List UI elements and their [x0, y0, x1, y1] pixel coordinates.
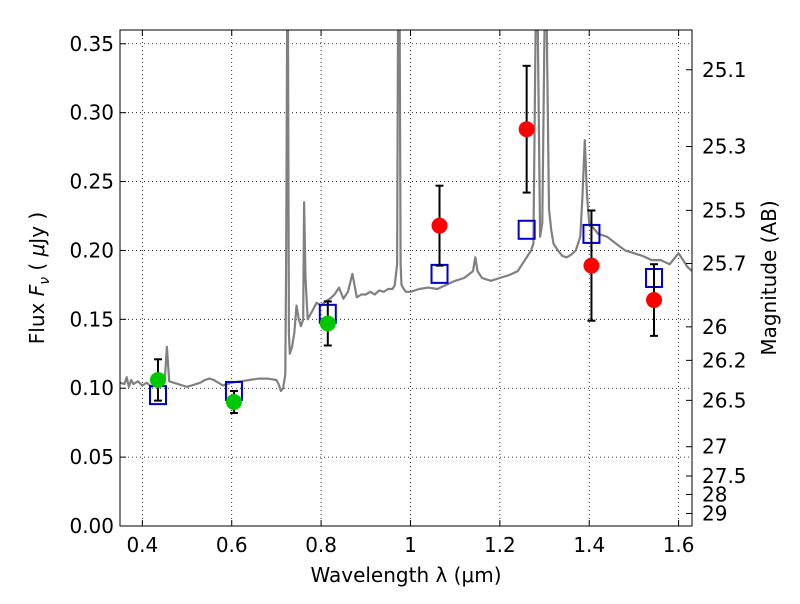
y-axis-label: Flux Fν ( μJy ) — [25, 212, 53, 344]
y-tick-label: 0.00 — [69, 514, 114, 538]
y-tick-label: 0.25 — [69, 170, 114, 194]
data-point — [431, 217, 448, 234]
spectrum-line — [120, 30, 692, 393]
mag-tick-label: 25.3 — [702, 135, 747, 159]
x-tick-label: 1.2 — [484, 533, 516, 557]
model-photometry-square — [517, 219, 536, 240]
y-axis-label-sub: ν — [37, 277, 53, 285]
y-tick-label: 0.35 — [69, 32, 114, 56]
x-tick-label: 0.8 — [305, 533, 337, 557]
data-point — [518, 121, 535, 138]
y-axis-label-prefix: Flux — [25, 296, 49, 344]
mag-tick-label: 26.2 — [702, 348, 747, 372]
x-tick-label: 1 — [404, 533, 417, 557]
y-tick-label: 0.15 — [69, 307, 114, 331]
mag-tick-label: 25.5 — [702, 198, 747, 222]
mag-tick-label: 28 — [702, 482, 727, 506]
y-axis-label-var: F — [25, 284, 49, 296]
data-point — [149, 371, 166, 388]
y-axis-label-mu: μ — [25, 244, 49, 258]
mag-tick-label: 27.5 — [702, 464, 747, 488]
y-tick-label: 0.10 — [69, 376, 114, 400]
x-tick-label: 1.4 — [573, 533, 605, 557]
data-point — [225, 394, 242, 410]
x-tick-label: 0.6 — [216, 533, 248, 557]
mag-tick-label: 29 — [702, 501, 727, 525]
tick-layer: 0.4 0.6 0.8 1 1.2 1.4 1.6 0.00 0.05 0.10 0.15 0.20 0… — [69, 30, 747, 557]
y-tick-label: 0.30 — [69, 101, 114, 125]
mag-tick-label: 27 — [702, 435, 727, 459]
x-tick-label: 0.4 — [126, 533, 158, 557]
y-axis-label-unit: Jy ) — [25, 212, 49, 246]
data-point — [646, 292, 663, 309]
mag-tick-label: 26 — [702, 315, 727, 339]
plot-frame — [119, 29, 693, 527]
y-axis-label-open: ( — [25, 256, 49, 277]
mag-tick-label: 26.5 — [702, 388, 747, 412]
y-tick-label: 0.20 — [69, 238, 114, 262]
spectrum-layer — [120, 30, 692, 393]
points-layer — [148, 64, 664, 415]
data-point — [583, 257, 600, 274]
mag-tick-label: 25.7 — [702, 251, 747, 275]
mag-tick-label: 25.1 — [702, 58, 747, 82]
y-tick-label: 0.05 — [69, 445, 114, 469]
y2-axis-label: Magnitude (AB) — [757, 200, 781, 355]
data-point — [319, 315, 336, 332]
x-axis-label: Wavelength λ (μm) — [310, 563, 501, 587]
x-tick-label: 1.6 — [663, 533, 695, 557]
